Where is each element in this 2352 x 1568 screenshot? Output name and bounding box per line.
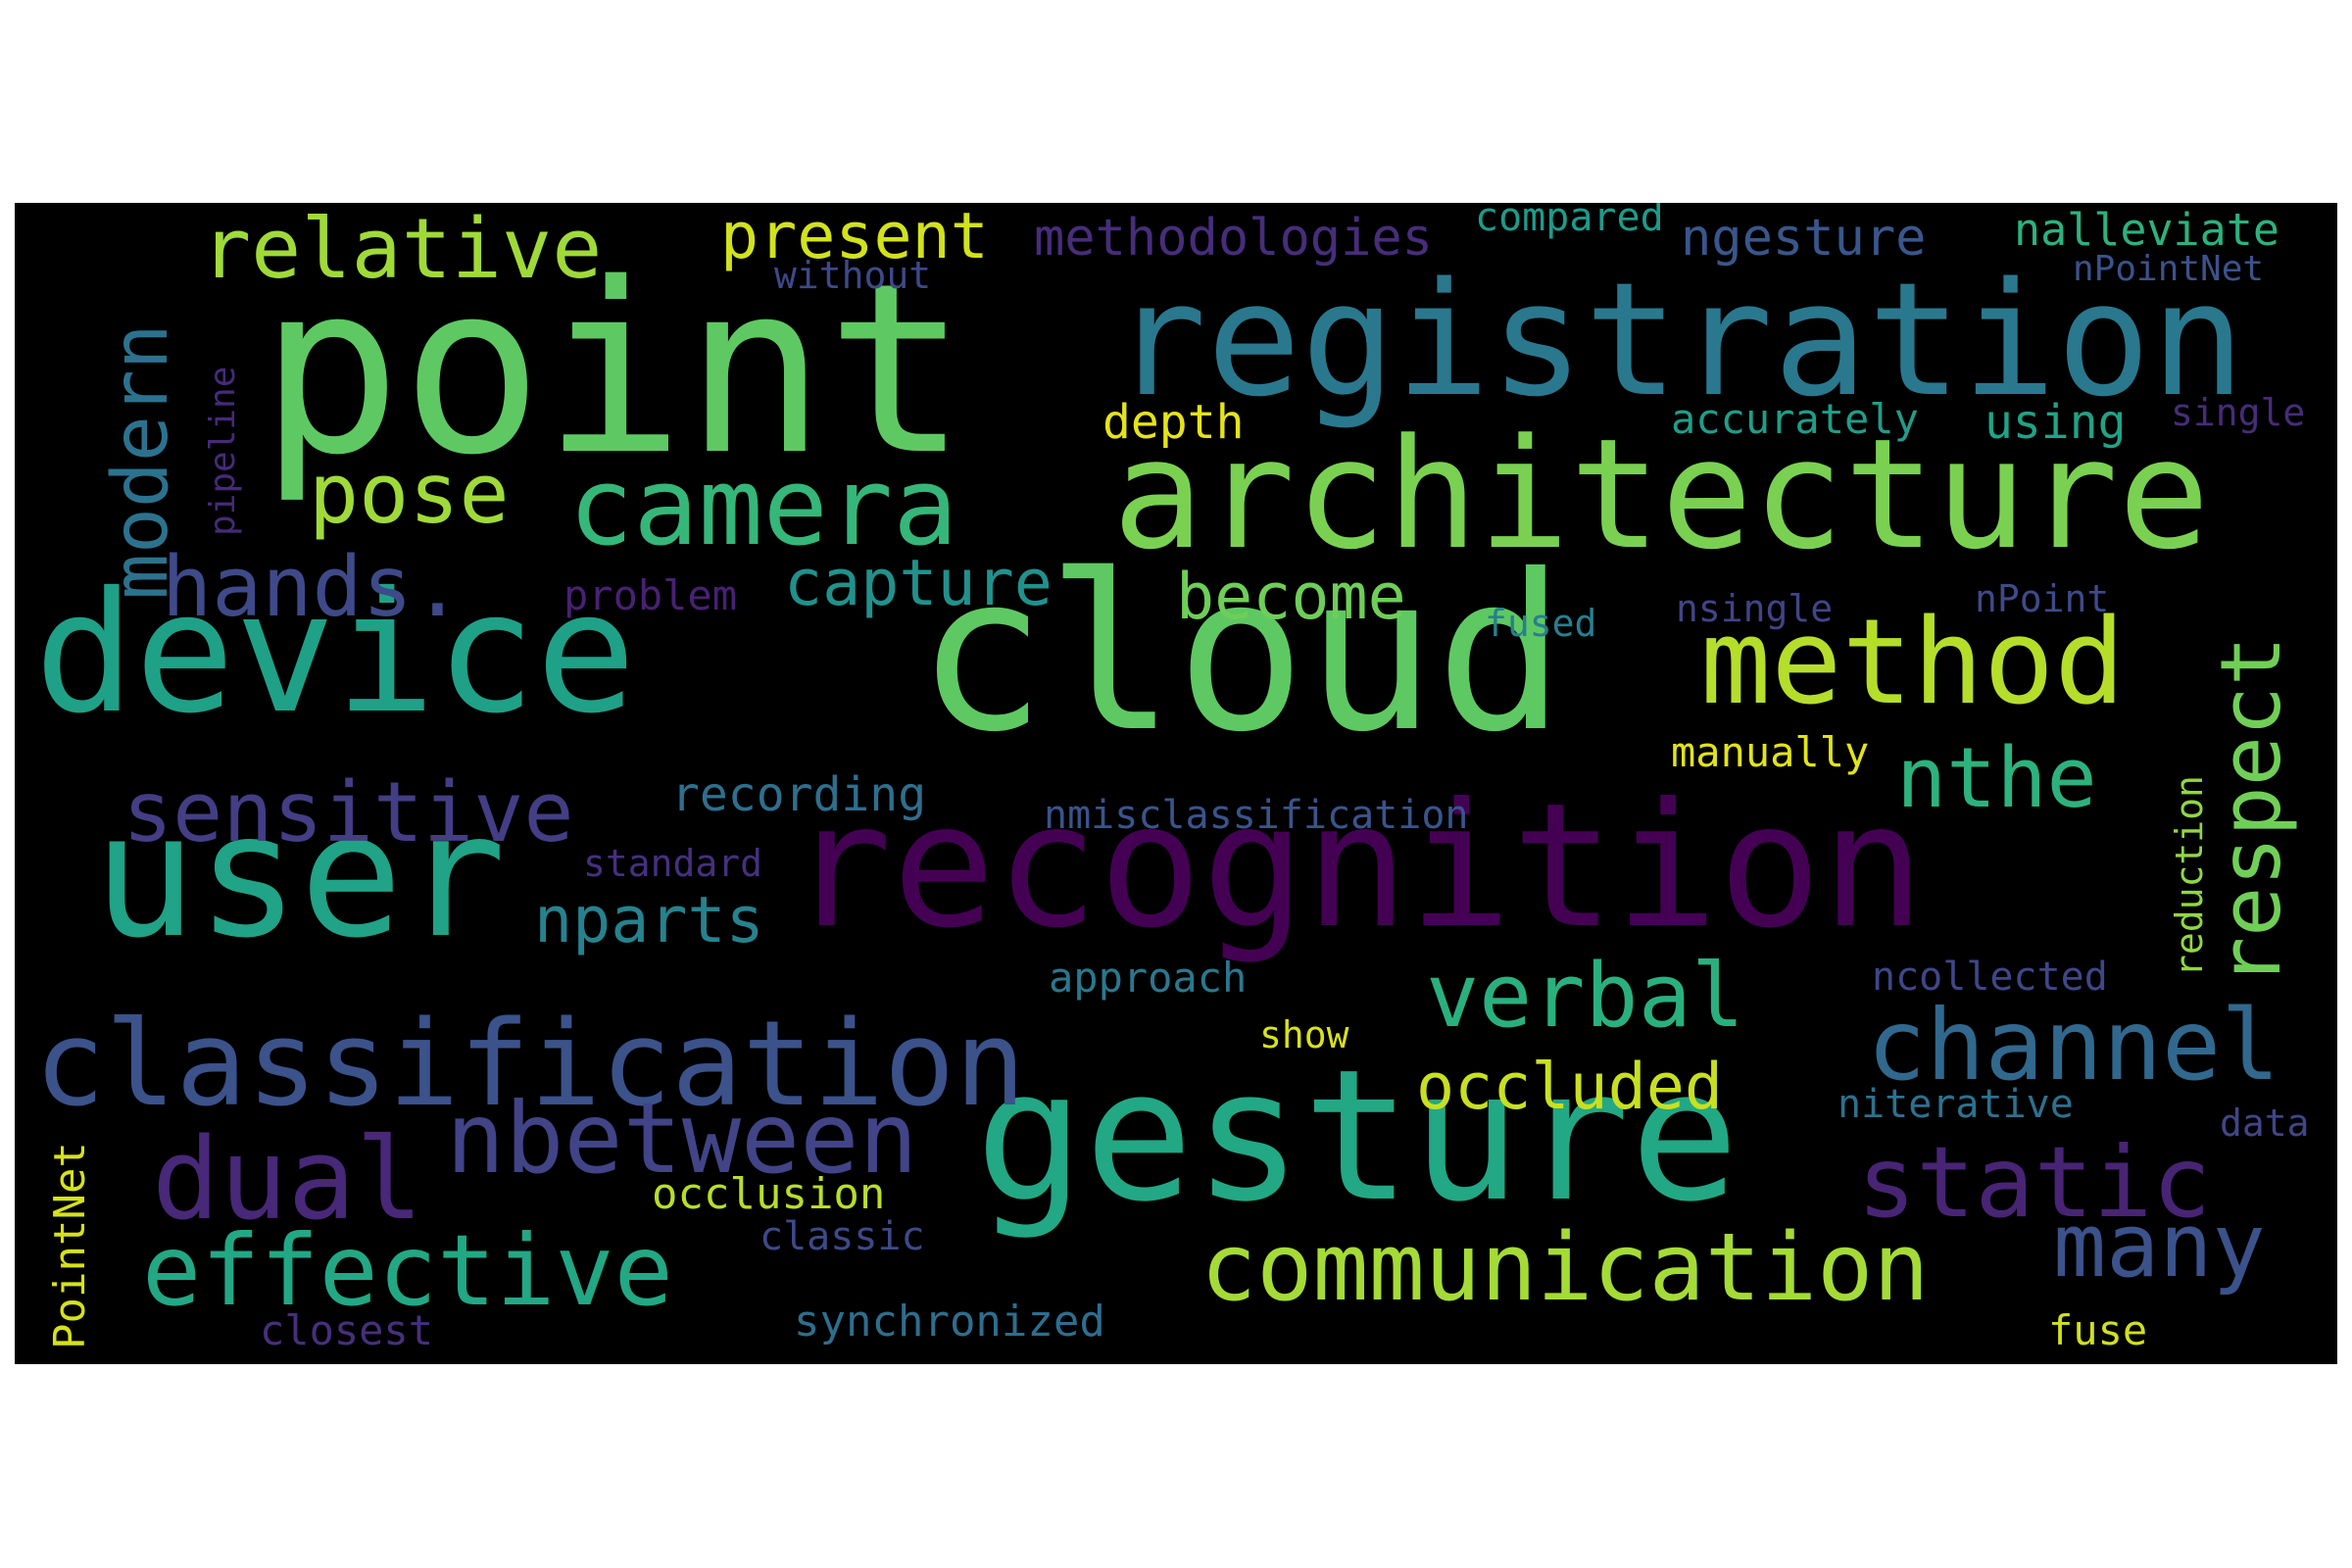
word-classic: classic xyxy=(760,1214,925,1259)
word-nmisclassification: nmisclassification xyxy=(1044,793,1469,838)
word-compared: compared xyxy=(1475,203,1664,240)
word-problem: problem xyxy=(564,571,738,619)
word-niterative: niterative xyxy=(1838,1082,2074,1127)
word-recording: recording xyxy=(671,767,927,822)
word-registration: registration xyxy=(1112,248,2245,431)
word-approach: approach xyxy=(1049,954,1248,1002)
word-cloud-term: cloud xyxy=(916,528,1566,779)
word-respect: respect xyxy=(2203,635,2300,987)
word-fused: fused xyxy=(1485,602,1597,645)
word-become: become xyxy=(1176,561,1406,634)
word-standard: standard xyxy=(583,842,763,885)
word-npointnet: nPointNet xyxy=(2073,249,2265,289)
word-methodologies: methodologies xyxy=(1034,209,1433,268)
word-many: many xyxy=(2053,1195,2266,1298)
word-ncollected: ncollected xyxy=(1872,955,2108,1000)
word-hands: hands. xyxy=(162,539,464,636)
word-data: data xyxy=(2220,1102,2310,1145)
word-device: device xyxy=(34,557,637,751)
word-pose: pose xyxy=(309,446,510,543)
word-user: user xyxy=(93,777,507,976)
word-nparts: nparts xyxy=(534,884,764,957)
word-present: present xyxy=(720,203,989,273)
word-using: using xyxy=(1984,395,2127,450)
word-nbetween: nbetween xyxy=(446,1081,918,1196)
word-manually: manually xyxy=(1671,728,1870,776)
word-recognition: recognition xyxy=(789,767,1925,966)
word-relative: relative xyxy=(201,203,603,298)
word-verbal: verbal xyxy=(1426,945,1745,1048)
word-reduction: reduction xyxy=(2168,775,2211,977)
word-closest: closest xyxy=(260,1306,434,1354)
word-architecture: architecture xyxy=(1112,406,2210,583)
word-nalleviate: nalleviate xyxy=(2014,204,2279,256)
word-point: point xyxy=(260,232,968,507)
word-capture: capture xyxy=(784,547,1053,620)
word-cloud: point registration architecture device c… xyxy=(15,203,2337,1364)
word-depth: depth xyxy=(1102,395,1245,450)
word-nthe: nthe xyxy=(1896,730,2097,827)
word-accurately: accurately xyxy=(1671,395,1919,443)
word-dual: dual xyxy=(152,1114,423,1246)
word-synchronized: synchronized xyxy=(794,1297,1105,1347)
word-occlusion: occlusion xyxy=(652,1169,886,1219)
word-pipeline: pipeline xyxy=(203,366,243,536)
word-nsingle: nsingle xyxy=(1676,587,1834,630)
word-modern: modern xyxy=(97,323,185,600)
word-single: single xyxy=(2171,391,2306,434)
word-without: without xyxy=(774,254,932,297)
word-ngesture: ngesture xyxy=(1681,209,1927,268)
word-camera: camera xyxy=(568,444,958,569)
word-pointnet: PointNet xyxy=(45,1142,95,1349)
word-fuse: fuse xyxy=(2048,1306,2148,1354)
word-channel: channel xyxy=(1867,988,2280,1102)
word-occluded: occluded xyxy=(1416,1051,1724,1124)
word-sensitive: sensitive xyxy=(122,764,574,861)
word-gesture: gesture xyxy=(975,1030,1740,1242)
word-classification: classification xyxy=(34,997,1026,1133)
word-static: static xyxy=(1857,1125,2212,1240)
word-communication: communication xyxy=(1200,1214,1930,1322)
word-method: method xyxy=(1700,595,2126,731)
word-effective: effective xyxy=(142,1213,673,1328)
word-npoint: nPoint xyxy=(1975,577,2110,620)
word-show: show xyxy=(1259,1013,1349,1056)
